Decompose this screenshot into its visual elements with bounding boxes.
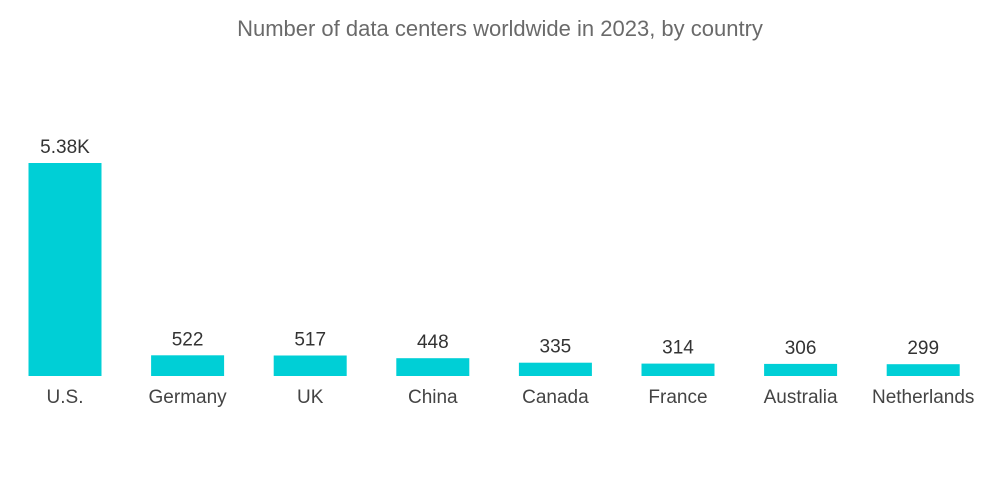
bar-netherlands [886,364,960,376]
bars-group [28,163,960,376]
bar-uk [273,355,347,376]
category-label-canada: Canada [522,387,589,408]
value-label-france: 314 [662,338,694,359]
value-labels-group: 5.38K 522 517 448 335 314 306 299 [40,137,939,359]
bar-china [396,358,470,376]
bar-france [641,363,715,376]
value-label-canada: 335 [540,337,572,358]
bar-u-s [28,163,102,376]
category-label-australia: Australia [764,387,838,408]
value-label-netherlands: 299 [907,338,939,359]
bar-germany [151,355,225,376]
bar-canada [518,362,592,376]
category-label-uk: UK [297,387,324,408]
value-label-u-s: 5.38K [40,137,90,158]
category-label-china: China [408,387,458,408]
category-label-france: France [648,387,707,408]
chart-title: Number of data centers worldwide in 2023… [237,16,763,41]
value-label-germany: 522 [172,329,204,350]
bar-australia [764,363,838,376]
value-label-uk: 517 [294,330,326,351]
category-label-germany: Germany [149,387,228,408]
category-label-u-s: U.S. [47,387,84,408]
value-label-australia: 306 [785,338,817,359]
category-labels-group: U.S. Germany UK China Canada France Australia N… [47,387,975,408]
value-label-china: 448 [417,332,449,353]
category-label-netherlands: Netherlands [872,387,974,408]
